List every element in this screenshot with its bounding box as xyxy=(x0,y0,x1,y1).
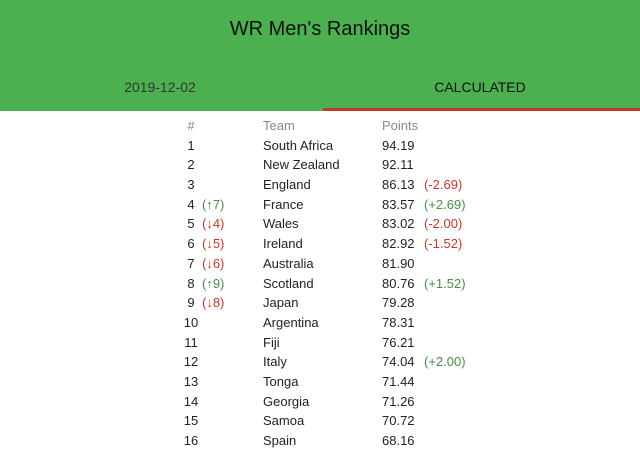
points-cell: 76.21 xyxy=(382,334,415,350)
team-cell: France xyxy=(263,196,304,212)
table-row: 12 Italy 74.04 (+2.00) xyxy=(0,352,640,372)
column-header-team: Team xyxy=(263,118,295,133)
points-change-cell: (-2.69) xyxy=(424,177,463,193)
rank-cell: 7 xyxy=(187,255,195,271)
team-cell: New Zealand xyxy=(263,157,340,173)
rankings-table: # Team Points 1 South Africa 94.19 2 New Zea… xyxy=(0,116,640,451)
rank-cell: 5 xyxy=(187,216,195,232)
table-row: 1 South Africa 94.19 xyxy=(0,136,640,156)
points-cell: 81.90 xyxy=(382,255,415,271)
points-cell: 92.11 xyxy=(382,157,414,173)
team-cell: Tonga xyxy=(263,373,299,389)
points-cell: 94.19 xyxy=(382,137,415,153)
points-cell: 82.92 xyxy=(382,236,415,252)
rank-cell: 9 xyxy=(187,295,195,311)
points-cell: 86.13 xyxy=(382,177,415,193)
rank-cell: 6 xyxy=(187,236,195,252)
active-tab-indicator xyxy=(323,108,640,111)
team-cell: Samoa xyxy=(263,413,305,429)
points-change-cell: (+1.52) xyxy=(424,275,466,291)
column-header-points: Points xyxy=(382,118,419,133)
points-cell: 70.72 xyxy=(382,413,415,429)
tab-calculated[interactable]: CALCULATED xyxy=(434,78,526,95)
table-row: 9 (↓8) Japan 79.28 xyxy=(0,293,640,313)
rank-cell: 2 xyxy=(187,157,195,173)
table-row: 10 Argentina 78.31 xyxy=(0,313,640,333)
table-body: 1 South Africa 94.19 2 New Zealand 92.11 3 Engl… xyxy=(0,136,640,451)
points-change-cell: (+2.00) xyxy=(424,354,466,370)
page-title: WR Men's Rankings xyxy=(229,18,411,40)
table-row: 4 (↑7) France 83.57 (+2.69) xyxy=(0,195,640,215)
rank-cell: 4 xyxy=(187,196,195,212)
table-row: 11 Fiji 76.21 xyxy=(0,333,640,353)
table-row: 16 Spain 68.16 xyxy=(0,431,640,451)
rank-change-cell: (↓6) xyxy=(202,255,225,271)
team-cell: Wales xyxy=(263,216,299,232)
table-row: 3 England 86.13 (-2.69) xyxy=(0,175,640,195)
points-cell: 79.28 xyxy=(382,295,415,311)
table-row: 13 Tonga 71.44 xyxy=(0,372,640,392)
table-row: 7 (↓6) Australia 81.90 xyxy=(0,254,640,274)
rank-change-cell: (↓5) xyxy=(202,236,225,252)
points-change-cell: (+2.69) xyxy=(424,196,466,212)
rank-change-cell: (↑9) xyxy=(202,275,225,291)
app-header: WR Men's Rankings 2019-12-02 CALCULATED xyxy=(0,0,640,111)
rank-cell: 14 xyxy=(183,393,199,409)
table-header-row: # Team Points xyxy=(0,116,640,136)
points-cell: 83.57 xyxy=(382,196,415,212)
team-cell: Japan xyxy=(263,295,299,311)
rank-change-cell: (↑7) xyxy=(202,196,225,212)
rank-cell: 16 xyxy=(183,433,199,448)
points-change-cell: (-2.00) xyxy=(424,216,463,232)
rank-cell: 10 xyxy=(183,314,199,330)
rank-cell: 15 xyxy=(183,413,199,429)
points-cell: 71.44 xyxy=(382,373,415,389)
table-row: 14 Georgia 71.26 xyxy=(0,392,640,412)
rank-change-cell: (↓4) xyxy=(202,216,225,232)
rank-cell: 11 xyxy=(184,334,198,350)
points-cell: 68.16 xyxy=(382,433,415,448)
rank-cell: 8 xyxy=(187,275,195,291)
team-cell: Spain xyxy=(263,433,297,448)
team-cell: England xyxy=(263,177,311,193)
team-cell: Italy xyxy=(263,354,287,370)
team-cell: Ireland xyxy=(263,236,303,252)
table-row: 6 (↓5) Ireland 82.92 (-1.52) xyxy=(0,234,640,254)
rank-cell: 12 xyxy=(183,354,199,370)
team-cell: Fiji xyxy=(263,334,280,350)
table-row: 2 New Zealand 92.11 xyxy=(0,155,640,175)
table-row: 8 (↑9) Scotland 80.76 (+1.52) xyxy=(0,274,640,294)
team-cell: Georgia xyxy=(263,393,310,409)
rank-cell: 3 xyxy=(187,177,195,193)
team-cell: Australia xyxy=(263,255,314,271)
points-cell: 83.02 xyxy=(382,216,415,232)
points-cell: 71.26 xyxy=(382,393,415,409)
points-cell: 78.31 xyxy=(382,314,415,330)
points-change-cell: (-1.52) xyxy=(424,236,463,252)
table-row: 15 Samoa 70.72 xyxy=(0,411,640,431)
points-cell: 74.04 xyxy=(382,354,415,370)
points-cell: 80.76 xyxy=(382,275,415,291)
rank-change-cell: (↓8) xyxy=(202,295,225,311)
rank-cell: 1 xyxy=(187,137,195,153)
rank-cell: 13 xyxy=(183,373,199,389)
column-header-rank: # xyxy=(187,118,195,133)
team-cell: Scotland xyxy=(263,275,314,291)
team-cell: Argentina xyxy=(263,314,319,330)
table-row: 5 (↓4) Wales 83.02 (-2.00) xyxy=(0,214,640,234)
tab-date[interactable]: 2019-12-02 xyxy=(124,78,196,95)
team-cell: South Africa xyxy=(263,137,334,153)
